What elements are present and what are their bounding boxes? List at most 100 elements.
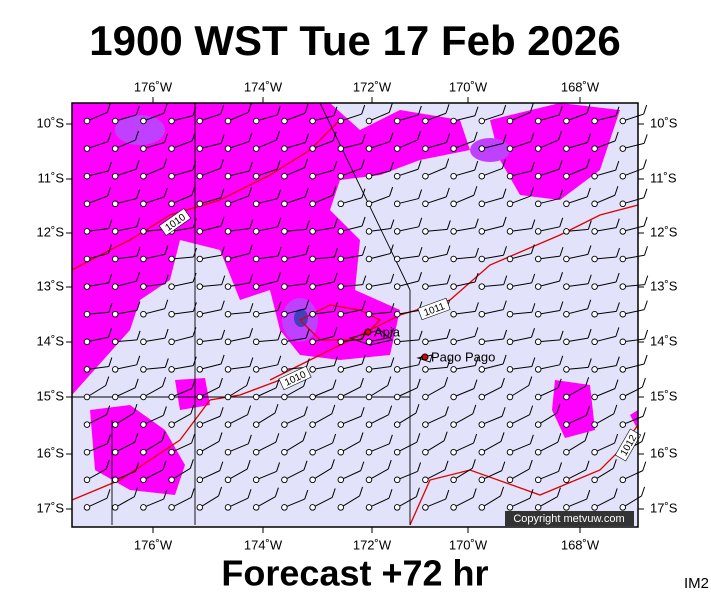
barb-feather [331, 404, 336, 415]
isobar-label-box [417, 297, 451, 321]
barb-shaft [368, 468, 389, 481]
barb-shaft [594, 140, 616, 150]
barb-shaft [256, 364, 278, 370]
barb-feather [360, 461, 365, 471]
station [252, 476, 260, 484]
lat-label-left: 16˚S [37, 445, 65, 460]
station [111, 145, 119, 152]
station [422, 200, 429, 208]
barb-feather [275, 130, 280, 141]
station [393, 283, 401, 290]
barb-shaft [566, 167, 587, 177]
barb-feather [503, 329, 508, 340]
station [168, 255, 175, 263]
barb-shaft [397, 255, 420, 260]
barb-shaft [199, 470, 221, 481]
barb-shaft [594, 496, 615, 508]
barb-feather [446, 328, 451, 339]
barb-shaft [143, 196, 165, 205]
barb-shaft [114, 441, 136, 453]
station [281, 145, 288, 152]
station [83, 338, 91, 346]
barb-shaft [284, 469, 305, 481]
barb-shaft [115, 168, 137, 177]
barb-shaft [594, 281, 617, 288]
barb-shaft [312, 194, 334, 205]
barb-shaft [622, 254, 645, 260]
station [365, 366, 373, 373]
barb-shaft [453, 310, 476, 315]
station [365, 448, 373, 456]
barb-feather [276, 160, 281, 170]
station [422, 448, 429, 456]
barb-feather [135, 105, 140, 116]
station [534, 338, 542, 346]
barb-feather [106, 405, 111, 415]
barb-shaft [256, 226, 278, 232]
barb-feather [474, 302, 479, 312]
barb-shaft [397, 168, 419, 177]
lat-label-right: 14˚S [650, 333, 678, 348]
station [450, 310, 457, 318]
barb-shaft [453, 467, 473, 481]
barb-shaft [566, 283, 589, 288]
barb-feather [218, 377, 223, 388]
barb-feather [277, 217, 282, 227]
station [337, 310, 345, 318]
barb-feather [276, 462, 281, 472]
barb-feather [643, 216, 648, 227]
station [563, 117, 570, 125]
barb-feather [330, 459, 335, 469]
barb-shaft [227, 468, 248, 481]
barb-shaft [397, 339, 420, 343]
station [506, 283, 514, 290]
barb-shaft [227, 414, 248, 426]
barb-feather [304, 104, 309, 114]
station [196, 310, 204, 318]
barb-shaft [425, 196, 447, 205]
barb-feather [163, 187, 168, 198]
barb-shaft [143, 167, 164, 177]
barb-shaft [509, 253, 532, 260]
barb-shaft [594, 194, 616, 205]
lat-label-right: 15˚S [650, 388, 678, 403]
station [563, 172, 570, 180]
barb-feather [445, 489, 450, 500]
station [619, 421, 627, 428]
barb-feather [503, 275, 508, 285]
barb-shaft [171, 467, 191, 481]
station [478, 283, 486, 290]
station [591, 255, 598, 263]
barb-feather [641, 377, 646, 388]
barb-feather [616, 247, 620, 258]
barb-shaft [143, 440, 163, 453]
barb-feather [390, 273, 395, 284]
barb-shaft [622, 309, 645, 315]
station [252, 117, 260, 125]
barb-shaft [143, 385, 163, 398]
station [563, 310, 570, 318]
lat-label-left: 12˚S [37, 224, 65, 239]
barb-feather [105, 376, 110, 386]
barb-shaft [171, 227, 194, 232]
station [83, 117, 91, 125]
barb-shaft [509, 497, 531, 508]
barb-shaft [171, 115, 194, 122]
barb-feather [248, 244, 253, 254]
barb-feather [503, 246, 507, 256]
barb-feather [249, 303, 254, 313]
station [422, 504, 429, 511]
station [478, 117, 486, 125]
station [393, 172, 401, 180]
barb-shaft [255, 412, 276, 426]
barb-shaft [340, 113, 362, 122]
station [337, 366, 345, 373]
barb-shaft [509, 195, 531, 205]
station [83, 476, 91, 484]
station [506, 421, 514, 428]
barb-shaft [86, 311, 109, 315]
station [393, 200, 401, 208]
barb-feather [559, 330, 564, 340]
station [450, 476, 457, 484]
barb-shaft [368, 170, 391, 177]
